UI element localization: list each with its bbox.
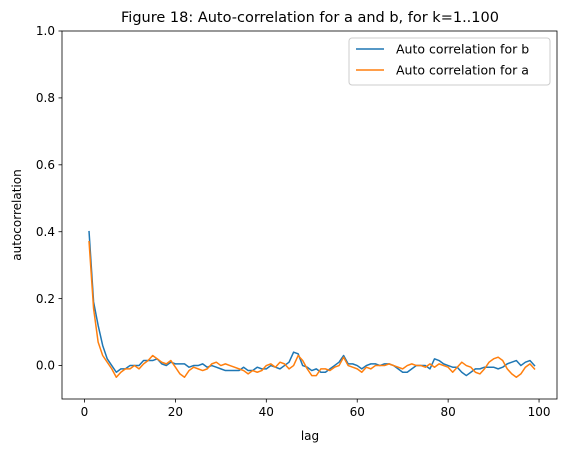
y-axis-ticks: 0.0 0.2 0.4 0.6 0.8 1.0 xyxy=(36,24,62,373)
x-tick-label: 40 xyxy=(259,405,274,419)
x-axis-ticks: 0 20 40 60 80 100 xyxy=(81,399,551,419)
legend-label-b: Auto correlation for b xyxy=(396,42,529,57)
y-tick-label: 0.0 xyxy=(36,359,55,373)
y-tick-label: 0.2 xyxy=(36,292,55,306)
legend: Auto correlation for b Auto correlation … xyxy=(348,37,551,86)
y-tick-label: 0.6 xyxy=(36,158,55,172)
x-tick-label: 100 xyxy=(528,405,551,419)
y-tick-label: 1.0 xyxy=(36,24,55,38)
y-axis-label: autocorrelation xyxy=(10,169,24,260)
series-line-a xyxy=(88,240,536,378)
x-tick-label: 20 xyxy=(168,405,183,419)
legend-label-a: Auto correlation for a xyxy=(396,63,529,78)
x-tick-label: 0 xyxy=(81,405,89,419)
plot-area xyxy=(62,31,557,399)
legend-frame xyxy=(348,37,551,86)
chart-title: Figure 18: Auto-correlation for a and b,… xyxy=(121,10,499,26)
series-lines xyxy=(88,230,536,378)
x-axis-label: lag xyxy=(301,429,319,443)
plot-background xyxy=(62,31,557,399)
series-line-b xyxy=(88,230,536,377)
x-tick-label: 60 xyxy=(350,405,365,419)
plot-frame xyxy=(61,30,558,400)
y-tick-label: 0.4 xyxy=(36,225,55,239)
x-tick-label: 80 xyxy=(440,405,455,419)
y-tick-label: 0.8 xyxy=(36,91,55,105)
